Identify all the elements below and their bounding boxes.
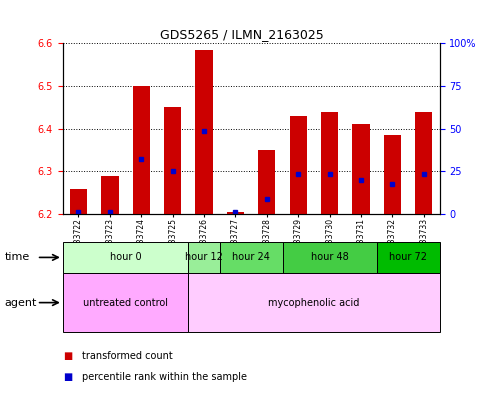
Bar (133, 86, 150, 214)
Text: time: time (5, 252, 30, 263)
Text: percentile rank within the sample: percentile rank within the sample (82, 372, 247, 382)
Bar (188, 242, 220, 273)
Bar (188, 273, 440, 332)
Bar (321, 112, 338, 214)
Bar (227, 212, 244, 214)
Bar (164, 107, 181, 214)
Bar (384, 135, 401, 214)
Bar (196, 50, 213, 214)
Bar (101, 176, 118, 214)
Bar (70, 189, 87, 214)
Text: hour 12: hour 12 (185, 252, 223, 263)
Text: ■: ■ (63, 372, 72, 382)
Text: untreated control: untreated control (83, 298, 168, 308)
Text: hour 48: hour 48 (311, 252, 349, 263)
Bar (63, 242, 188, 273)
Text: hour 72: hour 72 (389, 252, 427, 263)
Bar (377, 242, 440, 273)
Bar (220, 242, 283, 273)
Bar (353, 125, 369, 214)
Text: agent: agent (5, 298, 37, 308)
Bar (290, 116, 307, 214)
Text: GDS5265 / ILMN_2163025: GDS5265 / ILMN_2163025 (159, 28, 324, 41)
Bar (415, 112, 432, 214)
Text: mycophenolic acid: mycophenolic acid (268, 298, 360, 308)
Text: hour 0: hour 0 (110, 252, 142, 263)
Bar (283, 242, 377, 273)
Text: transformed count: transformed count (82, 351, 173, 361)
Text: hour 24: hour 24 (232, 252, 270, 263)
Bar (258, 150, 275, 214)
Bar (63, 273, 188, 332)
Text: ■: ■ (63, 351, 72, 361)
